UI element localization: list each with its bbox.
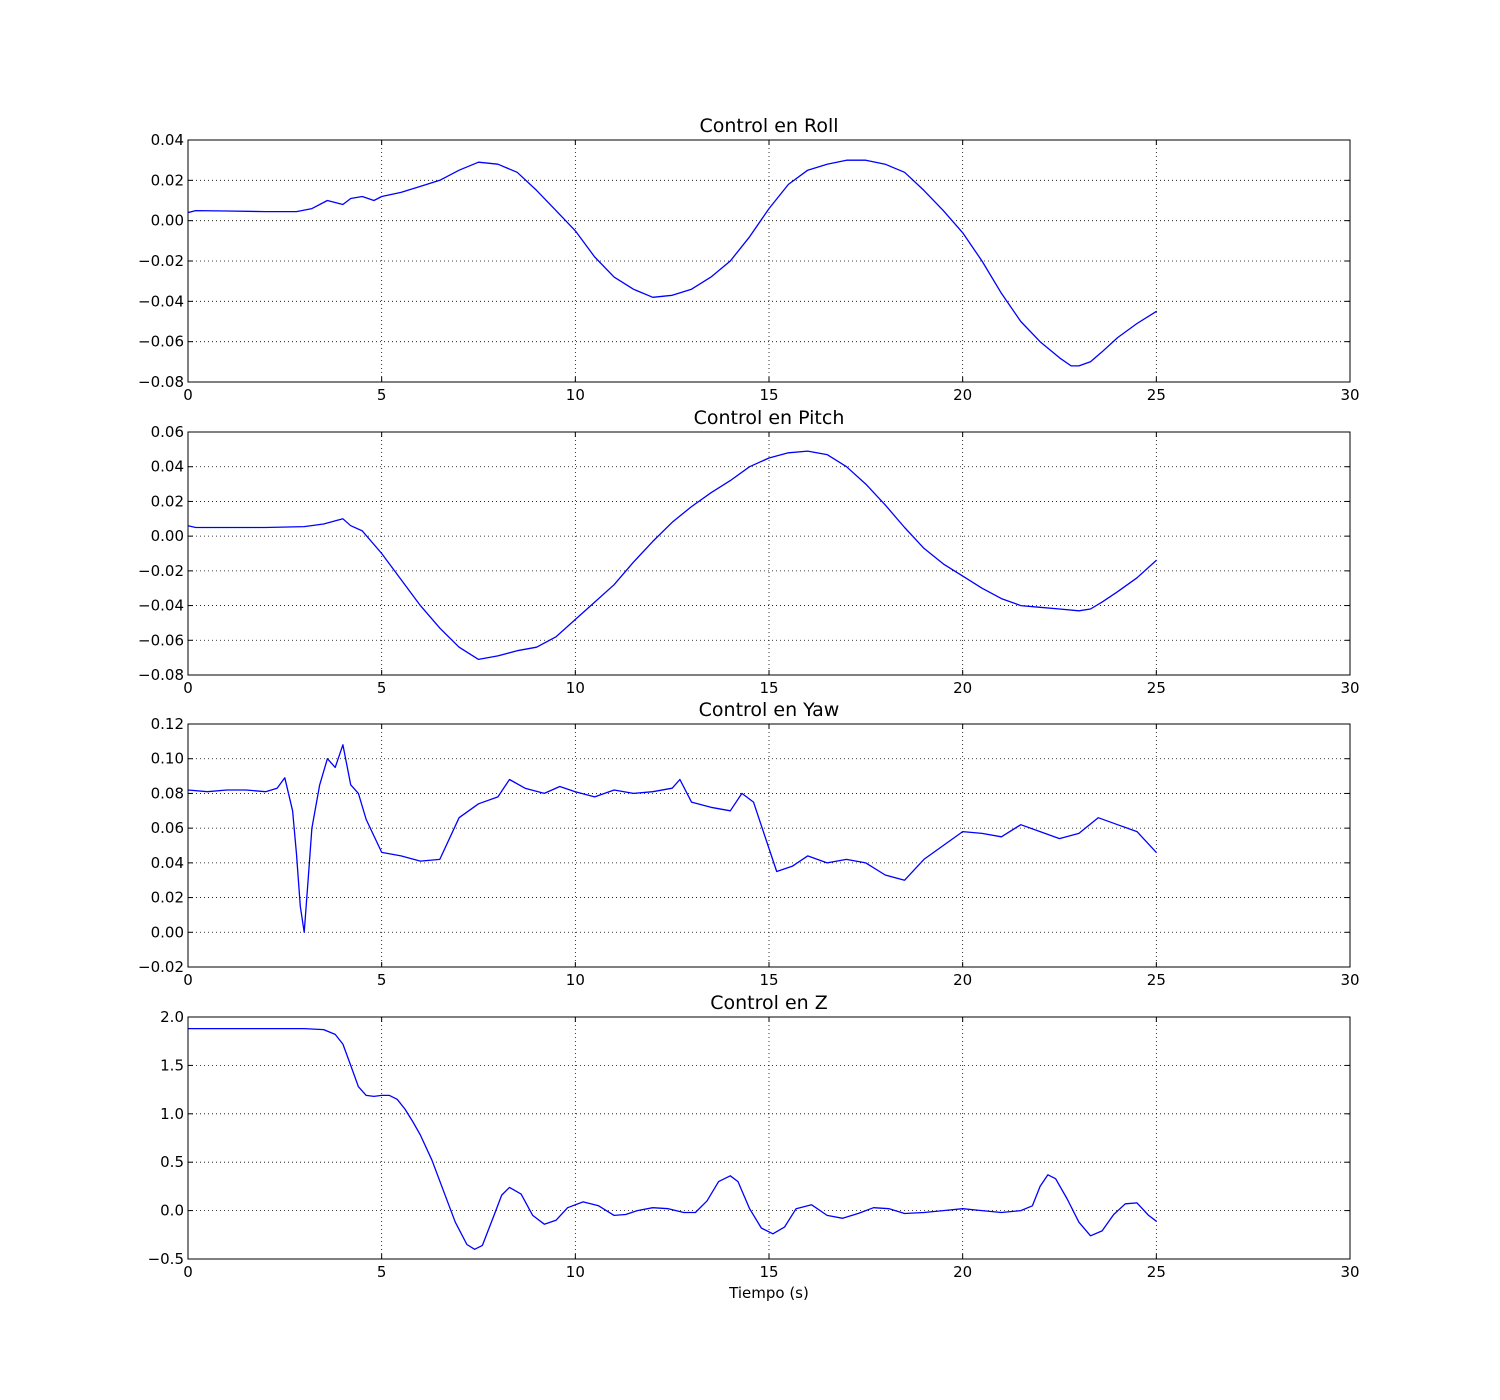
panel-3: 0 5 10 15 20 25 30 −0.5 0.0 0.5 1.0 1.5 2.0 Control e… [148, 992, 1360, 1302]
y-tick-label: 0.00 [151, 923, 184, 941]
x-tick-label: 20 [953, 1263, 972, 1281]
y-tick-label: −0.06 [138, 333, 184, 351]
y-tick-label: 0.04 [151, 854, 184, 872]
x-tick-label: 10 [566, 679, 585, 697]
x-tick-label: 20 [953, 971, 972, 989]
axes-frame [187, 139, 1351, 383]
x-tick-label: 0 [183, 971, 193, 989]
panel-1: 0 5 10 15 20 25 30 −0.08 −0.06 −0.04 −0.02 0.00 0.02… [138, 407, 1360, 697]
y-tick-label: −0.08 [138, 666, 184, 684]
y-tick-label: 0.00 [151, 527, 184, 545]
y-tick-label: 0.10 [151, 750, 184, 768]
y-tick-label: 0.0 [160, 1202, 184, 1220]
x-tick-label: 30 [1340, 1263, 1359, 1281]
y-tick-label: 1.5 [160, 1056, 184, 1074]
x-tick-label: 15 [759, 971, 778, 989]
y-tick-label: −0.02 [138, 252, 184, 270]
y-tick-label: 1.0 [160, 1105, 184, 1123]
y-tick-label: 2.0 [160, 1008, 184, 1026]
x-tick-label: 20 [953, 386, 972, 404]
x-tick-label: 10 [566, 386, 585, 404]
panels: 0 5 10 15 20 25 30−0.08−0.06−0.04−0.020.000.02… [138, 115, 1360, 1302]
axes-frame [187, 723, 1351, 968]
chart-title: Control en Roll [699, 115, 838, 137]
x-tick-label: 5 [377, 386, 387, 404]
y-tick-label: 0.02 [151, 889, 184, 907]
x-tick-label: 30 [1340, 971, 1359, 989]
x-tick-label: 0 [183, 679, 193, 697]
x-axis-label: Tiempo (s) [728, 1284, 809, 1302]
chart-title: Control en Z [710, 992, 828, 1014]
x-tick-label: 5 [377, 971, 387, 989]
y-tick-label: 0.02 [151, 492, 184, 510]
x-tick-label: 10 [566, 1263, 585, 1281]
x-tick-label: 10 [566, 971, 585, 989]
y-tick-label: −0.08 [138, 373, 184, 391]
axes-frame [187, 1016, 1351, 1260]
y-tick-label: −0.04 [138, 292, 184, 310]
y-tick-label: −0.02 [138, 958, 184, 976]
y-tick-label: 0.06 [151, 423, 184, 441]
series-line [188, 1027, 1157, 1250]
x-tick-label: 15 [759, 386, 778, 404]
series-line [188, 159, 1157, 367]
y-tick-label: 0.06 [151, 819, 184, 837]
y-tick-label: 0.04 [151, 131, 184, 149]
x-tick-label: 5 [377, 679, 387, 697]
x-tick-label: 15 [759, 1263, 778, 1281]
panel-2: 0 5 10 15 20 25 30 −0.02 0.00 0.02 0.04 0.06 0.08 0.1… [138, 699, 1360, 989]
x-tick-label: 5 [377, 1263, 387, 1281]
y-tick-label: 0.08 [151, 784, 184, 802]
series-line [188, 744, 1157, 933]
axes-frame [187, 431, 1351, 676]
x-tick-label: 25 [1147, 386, 1166, 404]
x-tick-label: 15 [759, 679, 778, 697]
x-tick-label: 0 [183, 386, 193, 404]
y-tick-label: 0.02 [151, 171, 184, 189]
series-line [188, 450, 1157, 661]
chart-title: Control en Pitch [694, 407, 845, 429]
y-tick-label: −0.02 [138, 562, 184, 580]
y-tick-label: −0.5 [148, 1250, 184, 1268]
y-tick-label: 0.00 [151, 212, 184, 230]
x-tick-label: 30 [1340, 386, 1359, 404]
y-tick-label: 0.5 [160, 1153, 184, 1171]
x-tick-label: 20 [953, 679, 972, 697]
x-tick-label: 25 [1147, 971, 1166, 989]
x-tick-label: 30 [1340, 679, 1359, 697]
x-tick-label: 25 [1147, 679, 1166, 697]
x-tick-label: 0 [183, 1263, 193, 1281]
y-tick-label: 0.04 [151, 458, 184, 476]
panel-0: 0 5 10 15 20 25 30 −0.08 −0.06 −0.04 −0.02 0.00 0.02… [138, 115, 1360, 404]
y-tick-label: 0.12 [151, 715, 184, 733]
y-tick-label: −0.06 [138, 631, 184, 649]
x-tick-label: 25 [1147, 1263, 1166, 1281]
y-tick-label: −0.04 [138, 597, 184, 615]
chart-title: Control en Yaw [699, 699, 840, 721]
